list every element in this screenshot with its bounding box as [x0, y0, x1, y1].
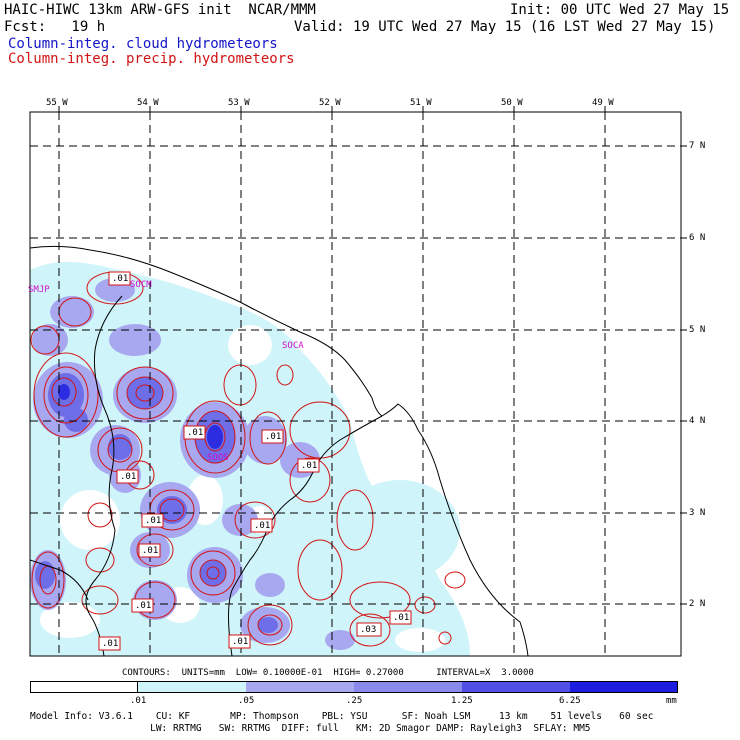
lat-label-6n: 6 N: [689, 233, 706, 243]
lon-label-53w: 53 W: [228, 98, 250, 108]
station-soca: SOCA: [282, 341, 304, 351]
legend-cloud-hydrometeors: Column-integ. cloud hydrometeors: [8, 36, 278, 52]
contour-label: .01: [265, 432, 282, 442]
contour-label: .01: [393, 613, 410, 623]
colorbar-tick-label: 1.25: [451, 696, 473, 706]
contour-label: .01: [145, 516, 162, 526]
contour-label: .01: [142, 546, 159, 556]
plot-title: HAIC-HIWC 13km ARW-GFS init NCAR/MMM: [4, 2, 316, 18]
contour-label-boxes: [98, 271, 412, 651]
colorbar-segment-1: [138, 681, 246, 693]
contour-label: .01: [135, 601, 152, 611]
colorbar-tick-label: 6.25: [559, 696, 581, 706]
model-info-line-1: Model Info: V3.6.1 CU: KF MP: Thompson P…: [30, 711, 654, 722]
station-socm: SOCM: [130, 280, 152, 290]
colorbar-frame: [30, 681, 678, 693]
lon-tick-marks: [58, 106, 606, 112]
colorbar-unit: mm: [666, 696, 677, 706]
country-borders: [30, 295, 383, 656]
lat-label-2n: 2 N: [689, 599, 706, 609]
valid-time: Valid: 19 UTC Wed 27 May 15 (16 LST Wed …: [294, 19, 716, 35]
lon-label-54w: 54 W: [137, 98, 159, 108]
cloud-shading-dark: [35, 373, 278, 633]
contour-label: .01: [102, 639, 119, 649]
map-frame: [29, 111, 682, 657]
station-soos: SOOS: [207, 453, 229, 463]
colorbar-tick-label: .25: [346, 696, 363, 706]
contour-label: .01: [232, 637, 249, 647]
colorbar-tick-label: .05: [238, 696, 255, 706]
cloud-shading-darkest: [58, 384, 223, 449]
init-time: Init: 00 UTC Wed 27 May 15: [510, 2, 730, 18]
lat-label-7n: 7 N: [689, 141, 706, 151]
contour-label: .01: [120, 472, 137, 482]
lat-label-4n: 4 N: [689, 416, 706, 426]
contours-info: CONTOURS: UNITS=mm LOW= 0.10000E-01 HIGH…: [122, 668, 534, 678]
station-smjp: SMJP: [28, 285, 50, 295]
colorbar-segment-4: [462, 681, 570, 693]
legend-precip-hydrometeors: Column-integ. precip. hydrometeors: [8, 51, 295, 67]
forecast-hour: Fcst: 19 h: [4, 19, 106, 35]
model-info-line-2: LW: RRTMG SW: RRTMG DIFF: full KM: 2D Sm…: [30, 723, 591, 734]
lon-label-50w: 50 W: [501, 98, 523, 108]
contour-label: .01: [187, 428, 204, 438]
lat-label-5n: 5 N: [689, 325, 706, 335]
colorbar-tick-label: .01: [130, 696, 147, 706]
contour-label: .01: [112, 274, 129, 284]
colorbar-segment-2: [246, 681, 354, 693]
latlon-grid: [30, 112, 681, 656]
lat-label-3n: 3 N: [689, 508, 706, 518]
lon-label-49w: 49 W: [592, 98, 614, 108]
contour-label: .03: [360, 625, 377, 635]
lon-label-52w: 52 W: [319, 98, 341, 108]
coastline: [30, 245, 529, 656]
colorbar-segment-5: [570, 681, 678, 693]
lon-label-55w: 55 W: [46, 98, 68, 108]
lon-label-51w: 51 W: [410, 98, 432, 108]
lat-tick-marks: [681, 145, 687, 605]
colorbar-segment-3: [354, 681, 462, 693]
contour-label: .01: [301, 461, 318, 471]
contour-label: .01: [254, 521, 271, 531]
